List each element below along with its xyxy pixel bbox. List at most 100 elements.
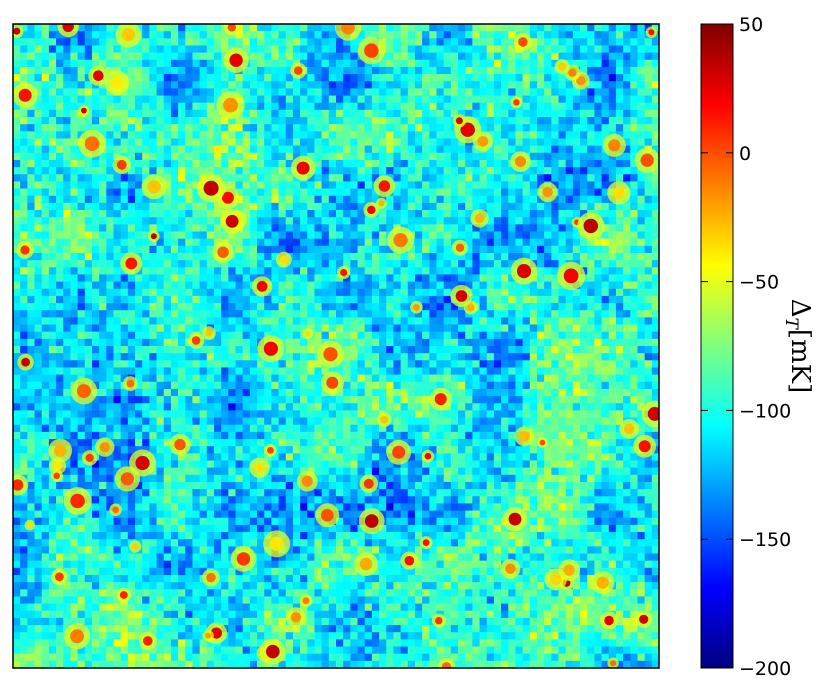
heatmap-cell (544, 317, 552, 326)
heatmap-cell (34, 52, 43, 61)
heatmap-cell (56, 66, 64, 75)
heatmap-cell (91, 288, 100, 297)
heatmap-cell (594, 396, 603, 404)
heatmap-cell (436, 38, 445, 47)
heatmap-cell (77, 174, 86, 183)
heatmap-cell (314, 224, 323, 233)
heatmap-cell (379, 109, 387, 118)
heatmap-cell (565, 381, 574, 390)
heatmap-cell (13, 295, 21, 304)
heatmap-cell (594, 295, 603, 304)
heatmap-cell (328, 152, 337, 161)
heatmap-cell (407, 174, 416, 183)
heatmap-cell (615, 102, 624, 111)
heatmap-cell (127, 303, 136, 311)
heatmap-cell (142, 152, 150, 161)
heatmap-cell (63, 145, 72, 154)
heatmap-cell (443, 324, 452, 333)
heatmap-cell (249, 195, 258, 204)
heatmap-cell (371, 274, 380, 283)
heatmap-cell (292, 117, 301, 125)
heatmap-cell (307, 131, 316, 140)
heatmap-cell (163, 174, 172, 183)
heatmap-cell (48, 281, 57, 290)
heatmap-cell (113, 145, 122, 154)
heatmap-cell (48, 360, 57, 369)
heatmap-cell (637, 195, 646, 204)
heatmap-cell (436, 81, 445, 89)
heatmap-cell (48, 381, 57, 390)
heatmap-cell (630, 317, 639, 326)
heatmap-cell (630, 281, 639, 290)
heatmap-cell (608, 403, 617, 411)
heatmap-cell (135, 324, 143, 333)
heatmap-cell (350, 52, 359, 61)
heatmap-cell (529, 167, 538, 175)
heatmap-cell (501, 353, 509, 361)
heatmap-cell (493, 310, 502, 318)
heatmap-cell (536, 317, 545, 326)
heatmap-cell (529, 24, 538, 32)
heatmap-cell (120, 109, 129, 118)
heatmap-cell (529, 324, 538, 333)
heatmap-cell (271, 324, 280, 333)
heatmap-cell (271, 360, 280, 369)
heatmap-cell (292, 295, 301, 304)
heatmap-cell (508, 59, 517, 68)
heatmap-cell (429, 88, 438, 97)
heatmap-cell (393, 396, 402, 404)
heatmap-cell (328, 260, 337, 268)
heatmap-cell (56, 31, 64, 39)
heatmap-cell (422, 217, 430, 225)
heatmap-cell (515, 324, 524, 333)
heatmap-cell (587, 288, 595, 297)
heatmap-cell (99, 346, 107, 354)
heatmap-cell (414, 324, 423, 333)
heatmap-cell (572, 360, 581, 369)
heatmap-cell (350, 131, 359, 140)
heatmap-cell (371, 31, 380, 39)
heatmap-cell (106, 267, 115, 276)
heatmap-cell (149, 260, 158, 268)
heatmap-cell (264, 167, 272, 175)
heatmap-cell (228, 260, 237, 268)
heatmap-cell (113, 295, 122, 304)
heatmap-cell (486, 324, 495, 333)
heatmap-cell (400, 174, 409, 183)
heatmap-cell (357, 331, 366, 340)
heatmap-cell (127, 124, 136, 132)
heatmap-cell (221, 138, 229, 147)
heatmap-cell (249, 52, 258, 61)
heatmap-cell (27, 24, 36, 32)
heatmap-cell (249, 88, 258, 97)
heatmap-cell (515, 217, 524, 225)
heatmap-cell (120, 52, 129, 61)
heatmap-cell (465, 109, 473, 118)
heatmap-cell (429, 217, 438, 225)
heatmap-cell (544, 131, 552, 140)
heatmap-cell (300, 281, 308, 290)
heatmap-cell (249, 245, 258, 254)
heatmap-cell (213, 288, 222, 297)
heatmap-cell (77, 274, 86, 283)
heatmap-cell (257, 59, 265, 68)
heatmap-cell (429, 131, 438, 140)
heatmap-cell (48, 52, 57, 61)
heatmap-cell (192, 217, 201, 225)
heatmap-cell (178, 174, 186, 183)
heatmap-cell (522, 188, 531, 197)
heatmap-cell (99, 202, 107, 211)
heatmap-cell (386, 167, 395, 175)
heatmap-cell (422, 138, 430, 147)
heatmap-cell (400, 410, 409, 419)
heatmap-cell (192, 31, 201, 39)
heatmap-cell (536, 88, 545, 97)
heatmap-cell (443, 267, 452, 276)
heatmap-cell (41, 388, 50, 397)
heatmap-cell (178, 131, 186, 140)
heatmap-cell (314, 188, 323, 197)
heatmap-cell (249, 202, 258, 211)
heatmap-cell (192, 231, 201, 240)
heatmap-cell (213, 210, 222, 218)
heatmap-cell (565, 317, 574, 326)
